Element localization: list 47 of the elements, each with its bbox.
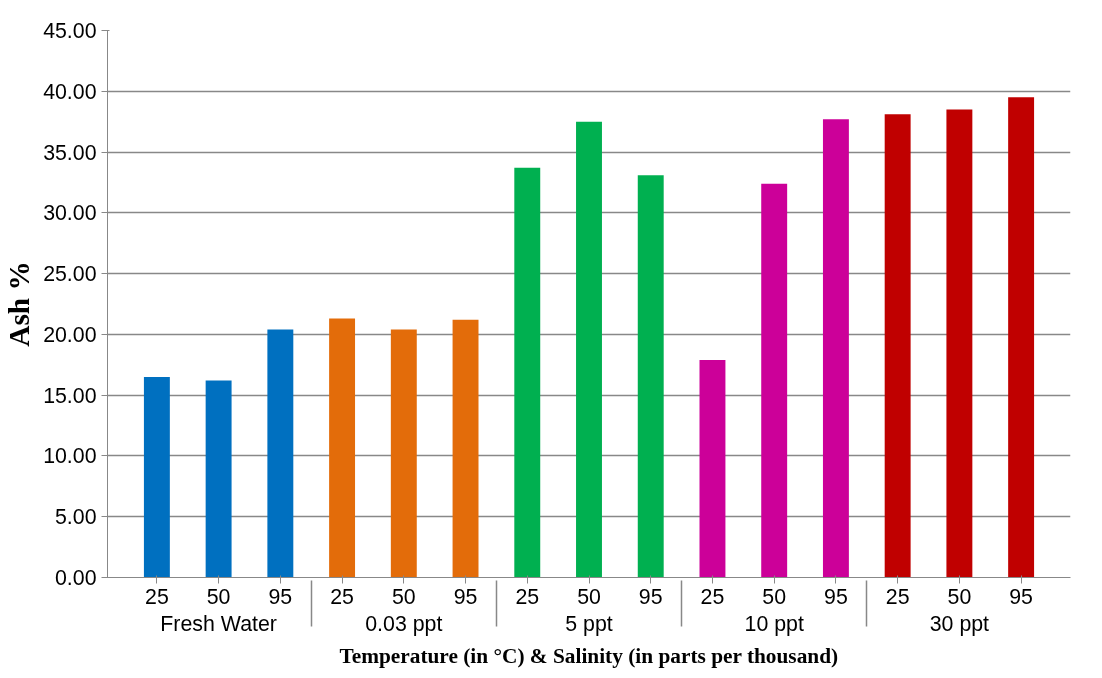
bar [267,329,294,578]
y-tick-label: 45.00 [43,19,97,43]
bar [822,119,849,578]
y-tick-label: 5.00 [54,505,97,530]
y-tick-label: 25.00 [43,262,97,287]
x-tick-label: 25 [515,584,540,609]
y-tick-label: 20.00 [43,322,97,347]
x-tick-label: 50 [206,584,231,609]
y-axis-title: Ash % [3,261,36,347]
y-tick-label: 0.00 [54,566,97,590]
bar [390,329,417,578]
bar [452,319,479,578]
series-label: 10 ppt [744,611,804,636]
x-tick-label: 95 [638,584,663,609]
x-tick-label: 25 [885,584,910,609]
x-tick-label: 95 [453,584,478,609]
bar [329,318,356,578]
y-tick-label: 15.00 [43,383,97,408]
bar [143,376,170,578]
x-tick-label: 50 [762,584,787,609]
x-tick-label: 95 [1009,584,1033,609]
series-label: Fresh Water [160,611,277,636]
bar [205,380,232,578]
x-tick-label: 25 [330,584,354,609]
bar [514,167,541,578]
x-axis-title: Temperature (in °C) & Salinity (in parts per thousand) [339,643,839,668]
x-tick-label: 95 [268,584,293,609]
series-label: 0.03 ppt [365,611,443,636]
y-tick-label: 10.00 [43,444,97,469]
x-tick-label: 25 [700,584,725,609]
y-tick-label: 40.00 [43,79,97,104]
series-label: 5 ppt [565,611,613,636]
series-label: 30 ppt [929,611,990,636]
y-tick-label: 35.00 [43,140,97,165]
y-tick-label: 30.00 [43,201,97,226]
x-tick-label: 50 [391,584,416,609]
bar [576,121,602,578]
bar [637,175,664,578]
x-tick-label: 50 [577,584,601,609]
x-tick-label: 95 [824,584,848,609]
bar [699,359,726,578]
x-tick-label: 50 [947,584,972,609]
x-tick-label: 25 [145,584,169,609]
bar [761,183,788,578]
bar [884,114,911,578]
bar [1008,97,1035,578]
bar [946,109,973,578]
